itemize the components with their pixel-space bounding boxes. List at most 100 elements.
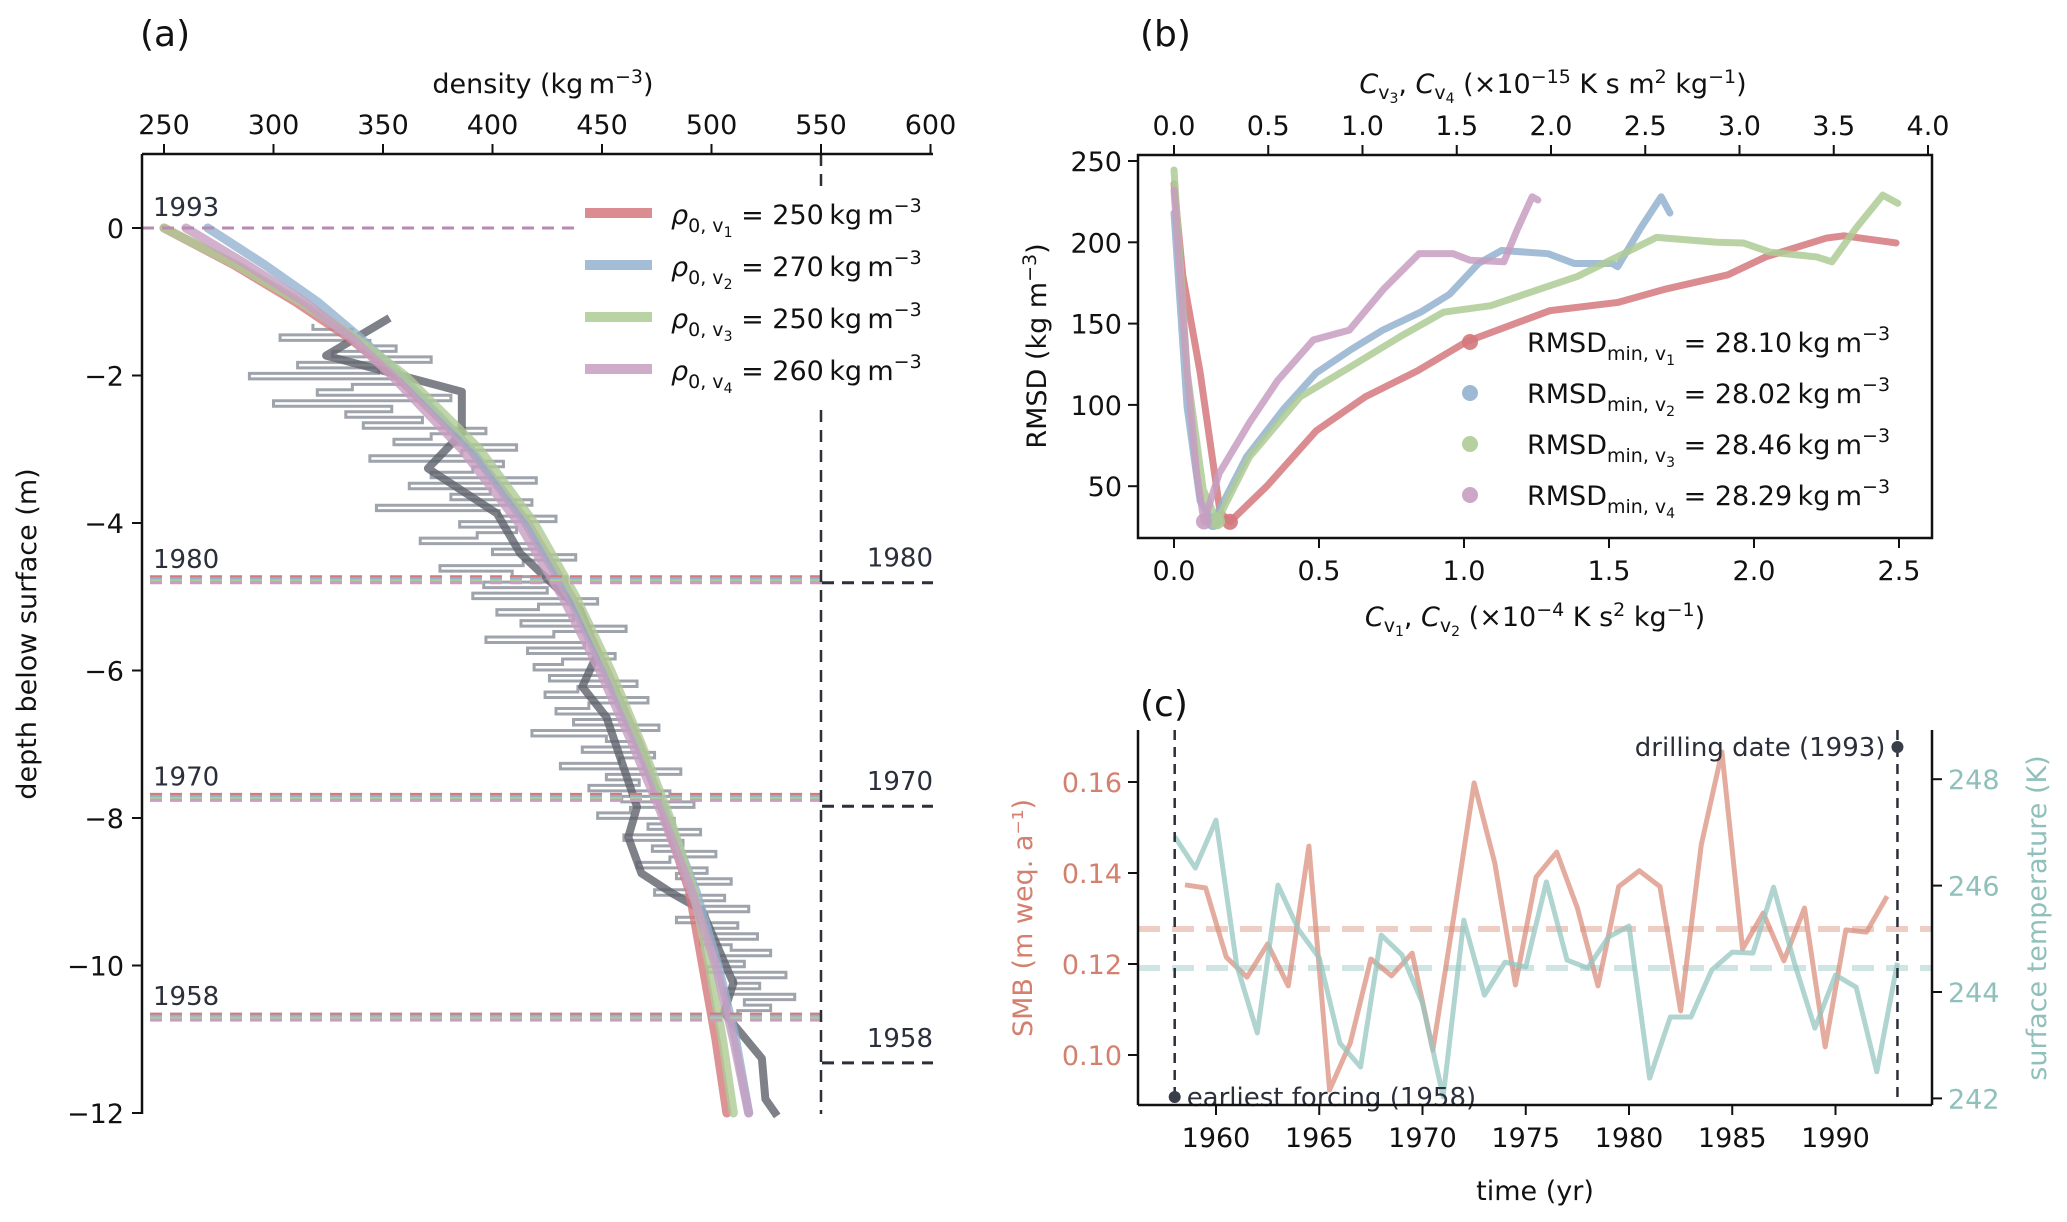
horizon-label-left: 1958 (153, 982, 219, 1012)
x-tick-label-a: 350 (357, 110, 409, 141)
x-axis-title-c: time (yr) (1476, 1176, 1594, 1207)
plot-area-b (1136, 153, 1934, 540)
panel-b: (b) Cv3, Cv4 (×10−15 K s m2 kg−1) Cv1, C… (1019, 14, 1949, 640)
x-tick-label-a: 250 (138, 110, 190, 141)
legend-sup: −3 (1862, 374, 1890, 396)
legend-label-v3: ρ0, v3 = 250 kg m−3 (671, 299, 922, 345)
legend-sup: −3 (894, 351, 922, 373)
x2-tick-label-b: 4.0 (1907, 111, 1950, 142)
x-tick-label-c: 1960 (1182, 1123, 1251, 1154)
legend-sup: −3 (1862, 323, 1890, 345)
y2-tick-label-c: 246 (1948, 872, 2000, 903)
y-tick-label-b: 200 (1070, 228, 1122, 259)
x-ticks-a: 250 300 350 400 450 500 550 600 (138, 110, 956, 154)
model-curve-v2 (203, 223, 754, 1118)
legend-eq: = 250 kg m (732, 304, 893, 335)
x-tick-label-a: 450 (576, 110, 628, 141)
rmsd-curve-v3 (1170, 166, 1902, 525)
x-tick-label-b: 2.5 (1878, 556, 1921, 587)
y-tick-label-b: 50 (1088, 472, 1122, 503)
x-tick-label-c: 1985 (1698, 1123, 1767, 1154)
legend-main: RMSD (1527, 379, 1607, 410)
earliest-forcing-marker (1168, 1091, 1181, 1103)
legend-sub: min, v (1607, 343, 1666, 365)
x2-axis-title-b: Cv3, Cv4 (×10−15 K s m2 kg−1) (1359, 66, 1746, 107)
legend-rho: ρ (671, 356, 688, 387)
x2-tick-label-b: 0.0 (1153, 111, 1196, 142)
x-tick-label-b: 1.5 (1588, 556, 1631, 587)
x-tick-label-a: 600 (905, 110, 957, 141)
x-tick-label-a: 300 (248, 110, 300, 141)
drilling-date-marker (1891, 741, 1904, 753)
legend-subsub: 4 (1666, 506, 1675, 522)
legend-marker-v1 (1462, 334, 1478, 350)
legend-label-v1: RMSDmin, v1 = 28.10 kg m−3 (1527, 323, 1890, 369)
legend-main: RMSD (1527, 430, 1607, 461)
model-curve-v1 (159, 223, 732, 1118)
legend-label-v1: ρ0, v1 = 250 kg m−3 (671, 195, 922, 241)
legend-subsub: 3 (1666, 455, 1675, 471)
legend-sub: min, v (1607, 445, 1666, 467)
x-tick-label-c: 1965 (1285, 1123, 1354, 1154)
legend-sup: −3 (1862, 476, 1890, 498)
legend-subsub: 2 (1666, 404, 1675, 420)
legend-subsub: 1 (1666, 353, 1675, 369)
panel-label-b: (b) (1140, 14, 1191, 55)
legend-a: ρ0, v1 = 250 kg m−3ρ0, v2 = 270 kg m−3ρ0… (585, 195, 922, 397)
legend-sup: −3 (1862, 425, 1890, 447)
x-tick-label-b: 1.0 (1443, 556, 1486, 587)
y-tick-label-b: 250 (1070, 147, 1122, 178)
panel-a: (a) density (kg m−3) depth below surface… (12, 14, 956, 1130)
legend-sup: −3 (894, 247, 922, 269)
y-tick-label-c: 0.12 (1062, 950, 1122, 981)
x-tick-label-a: 400 (467, 110, 519, 141)
frame-b (1136, 153, 1934, 540)
horizon-label-right: 1958 (867, 1024, 933, 1054)
legend-value: = 28.02 kg m (1675, 379, 1862, 410)
y-tick-label-c: 0.10 (1062, 1041, 1122, 1072)
legend-rho: ρ (671, 252, 688, 283)
horizon-label-left: 1993 (153, 193, 219, 223)
panel-label-a: (a) (140, 14, 190, 55)
legend-subsub: 2 (724, 277, 733, 293)
legend-subsub: 1 (724, 225, 733, 241)
legend-marker-v4 (1462, 487, 1478, 503)
x-tick-label-c: 1970 (1388, 1123, 1457, 1154)
panel-label-c: (c) (1140, 684, 1188, 725)
x-axis-title-a: density (kg m−3) (432, 66, 653, 100)
y-tick-label-b: 100 (1070, 391, 1122, 422)
x2-tick-label-b: 2.0 (1530, 111, 1573, 142)
legend-sub: 0, v (688, 319, 723, 341)
legend-swatch-v1 (585, 208, 652, 218)
rmsd-curve-v2 (1170, 193, 1674, 526)
legend-sub: 0, v (688, 215, 723, 237)
y2-tick-label-c: 242 (1948, 1084, 2000, 1115)
y-tick-label-a: −2 (84, 362, 124, 393)
legend-eq: = 250 kg m (732, 200, 893, 231)
y-tick-label-a: −8 (84, 804, 124, 835)
y-axis-title-c: SMB (m weq. a⁻¹) (1008, 799, 1039, 1037)
x-tick-label-c: 1990 (1801, 1123, 1870, 1154)
x2-tick-label-b: 1.0 (1341, 111, 1384, 142)
rmsd-curve-v4 (1170, 186, 1542, 525)
legend-subsub: 4 (724, 381, 733, 397)
rmsd-min-marker-v3 (1208, 513, 1225, 530)
legend-label-v3: RMSDmin, v3 = 28.46 kg m−3 (1527, 425, 1890, 471)
legend-swatch-v4 (585, 364, 652, 374)
y-tick-label-a: −12 (67, 1099, 124, 1130)
legend-eq: = 270 kg m (732, 252, 893, 283)
rmsd-min-marker-v4 (1195, 513, 1212, 530)
legend-sub: 0, v (688, 371, 723, 393)
horizon-label-left: 1970 (153, 762, 219, 792)
legend-marker-v2 (1462, 385, 1478, 401)
x-tick-label-b: 2.0 (1733, 556, 1776, 587)
legend-value: = 28.46 kg m (1675, 430, 1862, 461)
panel-c: (c) time (yr) SMB (m weq. a⁻¹) surface t… (1008, 684, 2053, 1207)
x-tick-label-b: 0.5 (1298, 556, 1341, 587)
smb-line (1184, 749, 1890, 1093)
ticks-c: 1960 1965 1970 1975 1980 1985 1990 0.10 0.12 0.14… (1062, 765, 2000, 1154)
y-tick-label-a: −6 (84, 657, 124, 688)
y-axis-title-a: depth below surface (m) (12, 468, 43, 799)
legend-subsub: 3 (724, 329, 733, 345)
legend-sup: −3 (894, 299, 922, 321)
